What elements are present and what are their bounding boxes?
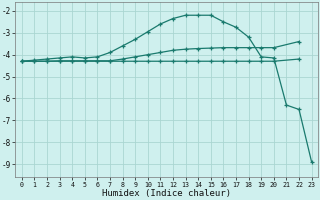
X-axis label: Humidex (Indice chaleur): Humidex (Indice chaleur) — [102, 189, 231, 198]
